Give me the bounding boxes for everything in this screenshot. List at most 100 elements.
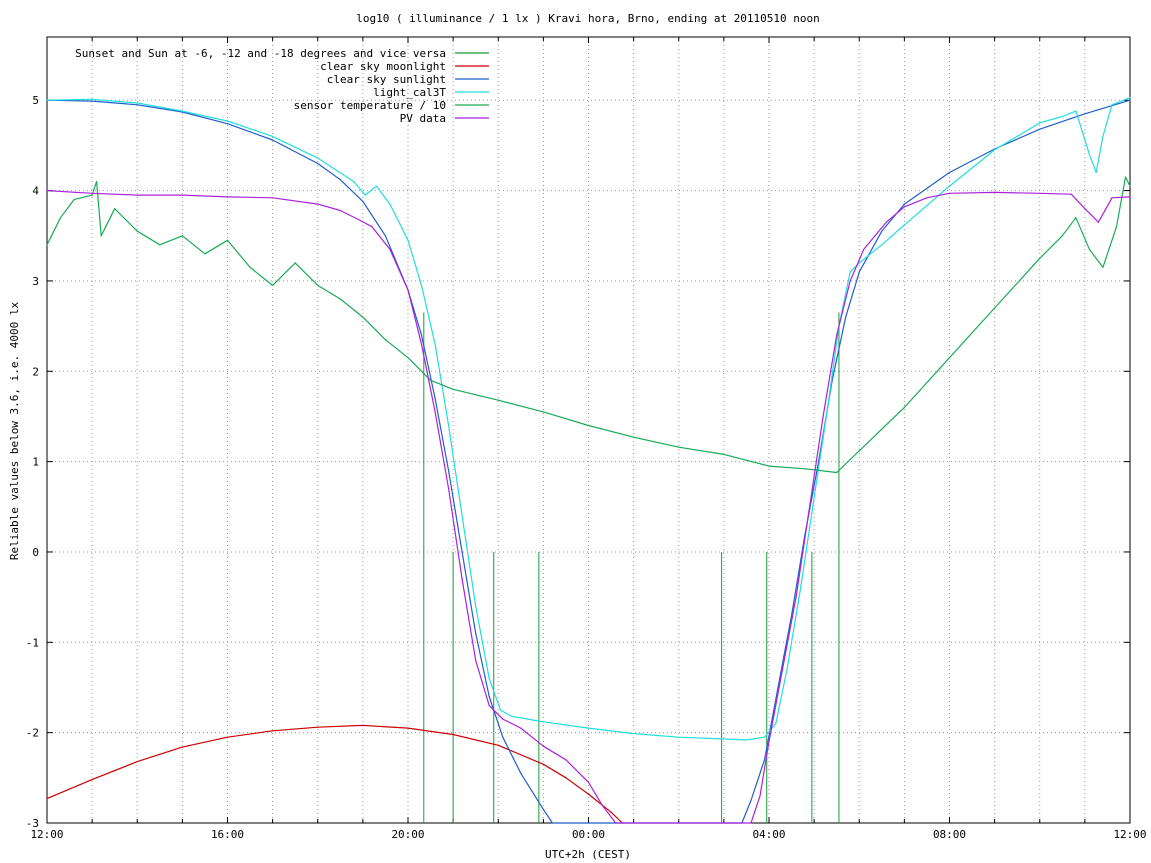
data-point	[497, 399, 499, 401]
data-point	[542, 721, 544, 723]
data-point	[371, 226, 373, 228]
data-point	[100, 235, 102, 237]
data-point	[159, 244, 161, 246]
data-point	[497, 744, 499, 746]
data-point	[948, 192, 951, 194]
y-tick-label: 2	[32, 365, 39, 378]
grid	[47, 37, 1130, 823]
data-point	[1124, 176, 1127, 178]
data-point	[804, 468, 806, 470]
data-point	[488, 677, 490, 680]
data-point	[181, 110, 183, 112]
data-point	[389, 203, 391, 205]
data-point	[1115, 226, 1118, 228]
data-point	[73, 199, 75, 201]
data-point	[723, 453, 725, 455]
data-point	[488, 704, 490, 707]
data-point	[1039, 128, 1041, 130]
series-line	[46, 724, 623, 824]
data-point	[520, 772, 522, 774]
data-point	[881, 230, 883, 232]
data-point	[836, 334, 838, 336]
data-point	[420, 343, 423, 345]
data-point	[226, 123, 229, 125]
data-point	[885, 221, 887, 223]
data-point	[781, 668, 784, 671]
data-point	[1102, 266, 1104, 268]
data-point	[502, 718, 504, 720]
data-point	[565, 759, 567, 761]
legend-label: clear sky moonlight	[320, 60, 446, 73]
data-point	[1070, 193, 1072, 195]
data-point	[1111, 104, 1113, 106]
data-point	[448, 470, 450, 472]
data-point	[775, 723, 777, 725]
data-point	[763, 736, 766, 738]
x-tick-label: 00:00	[572, 828, 605, 841]
data-point	[786, 668, 788, 671]
data-point	[1084, 113, 1086, 115]
data-point	[475, 632, 477, 634]
data-point	[565, 777, 567, 779]
data-point	[1039, 192, 1041, 194]
data-point	[1084, 208, 1086, 210]
data-point	[777, 686, 779, 689]
data-point	[434, 411, 436, 413]
y-tick-label: 5	[32, 94, 39, 107]
data-point	[587, 424, 590, 427]
data-point	[362, 724, 364, 727]
data-point	[502, 736, 504, 738]
data-point	[1088, 248, 1090, 250]
data-point	[799, 587, 802, 589]
data-point	[46, 798, 48, 800]
data-point	[849, 271, 851, 273]
legend-label: light_cal3T	[373, 86, 446, 99]
data-point	[542, 411, 544, 413]
data-point	[1039, 122, 1041, 124]
data-point	[1129, 96, 1131, 99]
data-point	[136, 102, 138, 104]
data-point	[809, 506, 811, 508]
data-point	[1102, 135, 1104, 137]
data-point	[858, 262, 860, 264]
data-point	[768, 741, 770, 743]
data-point	[353, 180, 355, 183]
data-point	[587, 727, 590, 729]
legend-label: PV data	[400, 112, 446, 125]
data-point	[362, 316, 364, 318]
data-point	[339, 298, 341, 300]
data-point	[1095, 171, 1097, 174]
data-point	[389, 248, 391, 250]
data-point	[903, 224, 905, 226]
data-point	[813, 497, 815, 499]
x-tick-label: 08:00	[933, 828, 966, 841]
data-point	[863, 248, 865, 250]
data-point	[448, 424, 450, 427]
data-point	[407, 239, 409, 241]
data-point	[317, 157, 319, 159]
data-point	[750, 799, 752, 802]
data-point	[994, 191, 996, 193]
data-point	[881, 244, 883, 246]
data-point	[903, 206, 905, 208]
data-point	[542, 745, 544, 747]
data-point	[926, 197, 928, 199]
data-point	[181, 235, 183, 237]
y-tick-label: 4	[32, 185, 39, 198]
data-point	[849, 280, 851, 282]
data-point	[226, 736, 229, 738]
data-point	[723, 738, 725, 740]
series-5	[46, 189, 1131, 824]
x-tick-label: 20:00	[391, 828, 424, 841]
data-point	[272, 135, 274, 137]
data-point	[452, 388, 454, 390]
chart-title: log10 ( illuminance / 1 lx ) Kravi hora,…	[356, 12, 820, 25]
x-tick-label: 04:00	[752, 828, 785, 841]
data-point	[249, 266, 251, 268]
series-4	[46, 176, 1131, 474]
data-point	[461, 515, 463, 517]
data-point	[226, 239, 229, 241]
x-tick-label: 12:00	[1113, 828, 1146, 841]
data-point	[91, 98, 93, 100]
